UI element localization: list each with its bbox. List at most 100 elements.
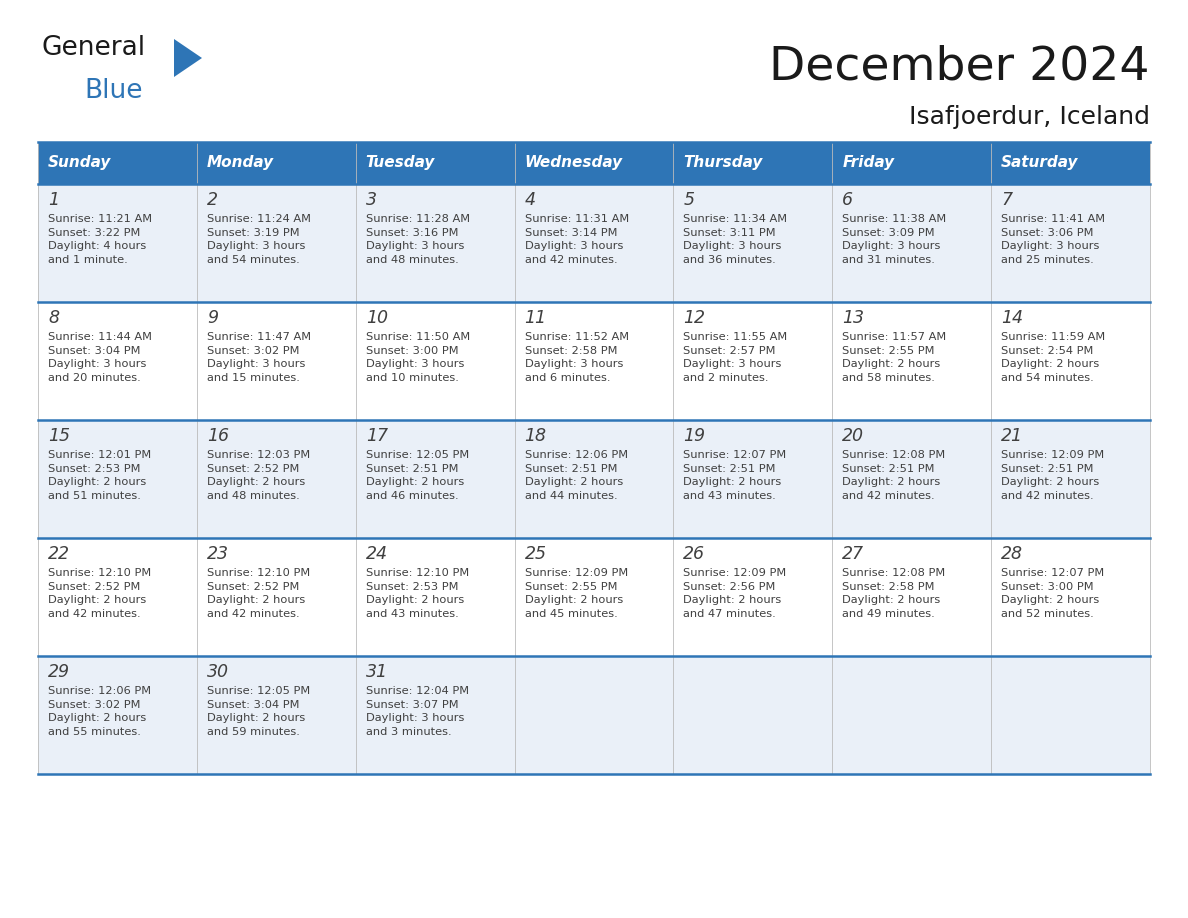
Text: Sunrise: 12:09 PM
Sunset: 2:55 PM
Daylight: 2 hours
and 45 minutes.: Sunrise: 12:09 PM Sunset: 2:55 PM Daylig… [525,568,627,619]
Text: 1: 1 [48,191,59,209]
Text: Sunrise: 11:41 AM
Sunset: 3:06 PM
Daylight: 3 hours
and 25 minutes.: Sunrise: 11:41 AM Sunset: 3:06 PM Daylig… [1001,214,1105,264]
Text: 10: 10 [366,309,387,327]
Bar [38,184,197,302]
Bar [197,302,355,420]
Text: 15: 15 [48,427,70,445]
Text: Sunrise: 12:05 PM
Sunset: 2:51 PM
Daylight: 2 hours
and 46 minutes.: Sunrise: 12:05 PM Sunset: 2:51 PM Daylig… [366,450,469,501]
Text: Sunrise: 11:24 AM
Sunset: 3:19 PM
Daylight: 3 hours
and 54 minutes.: Sunrise: 11:24 AM Sunset: 3:19 PM Daylig… [207,214,311,264]
Text: Sunrise: 11:21 AM
Sunset: 3:22 PM
Daylight: 4 hours
and 1 minute.: Sunrise: 11:21 AM Sunset: 3:22 PM Daylig… [48,214,152,264]
Bar [674,656,833,774]
Bar [674,420,833,538]
Text: 7: 7 [1001,191,1012,209]
Bar [355,656,514,774]
Text: Sunrise: 11:59 AM
Sunset: 2:54 PM
Daylight: 2 hours
and 54 minutes.: Sunrise: 11:59 AM Sunset: 2:54 PM Daylig… [1001,332,1105,383]
Text: 14: 14 [1001,309,1023,327]
Bar [674,302,833,420]
Text: General: General [42,35,146,61]
Text: Sunrise: 11:52 AM
Sunset: 2:58 PM
Daylight: 3 hours
and 6 minutes.: Sunrise: 11:52 AM Sunset: 2:58 PM Daylig… [525,332,628,383]
Bar [833,302,991,420]
Bar [355,142,514,184]
Text: Sunrise: 11:28 AM
Sunset: 3:16 PM
Daylight: 3 hours
and 48 minutes.: Sunrise: 11:28 AM Sunset: 3:16 PM Daylig… [366,214,469,264]
Bar [833,420,991,538]
Text: Sunrise: 11:31 AM
Sunset: 3:14 PM
Daylight: 3 hours
and 42 minutes.: Sunrise: 11:31 AM Sunset: 3:14 PM Daylig… [525,214,628,264]
Bar [674,538,833,656]
Text: 27: 27 [842,545,865,563]
Text: Sunrise: 11:44 AM
Sunset: 3:04 PM
Daylight: 3 hours
and 20 minutes.: Sunrise: 11:44 AM Sunset: 3:04 PM Daylig… [48,332,152,383]
Bar [674,184,833,302]
Bar [38,302,197,420]
Text: Sunrise: 12:05 PM
Sunset: 3:04 PM
Daylight: 2 hours
and 59 minutes.: Sunrise: 12:05 PM Sunset: 3:04 PM Daylig… [207,686,310,737]
Text: Monday: Monday [207,155,274,171]
Bar [355,538,514,656]
Text: 21: 21 [1001,427,1023,445]
Text: Sunrise: 12:10 PM
Sunset: 2:52 PM
Daylight: 2 hours
and 42 minutes.: Sunrise: 12:10 PM Sunset: 2:52 PM Daylig… [48,568,151,619]
Text: 3: 3 [366,191,377,209]
Text: 23: 23 [207,545,229,563]
Text: Saturday: Saturday [1001,155,1079,171]
Text: 11: 11 [525,309,546,327]
Bar [833,184,991,302]
Bar [833,656,991,774]
Bar [197,142,355,184]
Text: Sunday: Sunday [48,155,112,171]
Text: Sunrise: 11:38 AM
Sunset: 3:09 PM
Daylight: 3 hours
and 31 minutes.: Sunrise: 11:38 AM Sunset: 3:09 PM Daylig… [842,214,947,264]
Text: Sunrise: 12:01 PM
Sunset: 2:53 PM
Daylight: 2 hours
and 51 minutes.: Sunrise: 12:01 PM Sunset: 2:53 PM Daylig… [48,450,151,501]
Bar [514,302,674,420]
Bar [514,142,674,184]
Text: 12: 12 [683,309,706,327]
Text: 4: 4 [525,191,536,209]
Bar [38,656,197,774]
Text: 24: 24 [366,545,387,563]
Polygon shape [173,39,202,77]
Bar [197,538,355,656]
Text: 9: 9 [207,309,217,327]
Bar [38,420,197,538]
Bar [514,538,674,656]
Text: 25: 25 [525,545,546,563]
Text: Friday: Friday [842,155,895,171]
Bar [514,184,674,302]
Text: 26: 26 [683,545,706,563]
Bar [514,420,674,538]
Text: 18: 18 [525,427,546,445]
Text: Sunrise: 11:50 AM
Sunset: 3:00 PM
Daylight: 3 hours
and 10 minutes.: Sunrise: 11:50 AM Sunset: 3:00 PM Daylig… [366,332,470,383]
Text: 31: 31 [366,663,387,681]
Bar [197,420,355,538]
Text: Wednesday: Wednesday [525,155,623,171]
Text: 20: 20 [842,427,865,445]
Bar [514,656,674,774]
Text: Thursday: Thursday [683,155,763,171]
Text: Sunrise: 12:09 PM
Sunset: 2:51 PM
Daylight: 2 hours
and 42 minutes.: Sunrise: 12:09 PM Sunset: 2:51 PM Daylig… [1001,450,1105,501]
Text: 30: 30 [207,663,229,681]
Text: Sunrise: 11:34 AM
Sunset: 3:11 PM
Daylight: 3 hours
and 36 minutes.: Sunrise: 11:34 AM Sunset: 3:11 PM Daylig… [683,214,788,264]
Text: Sunrise: 12:07 PM
Sunset: 3:00 PM
Daylight: 2 hours
and 52 minutes.: Sunrise: 12:07 PM Sunset: 3:00 PM Daylig… [1001,568,1105,619]
Text: 19: 19 [683,427,706,445]
Bar [355,184,514,302]
Text: 2: 2 [207,191,217,209]
Text: 17: 17 [366,427,387,445]
Text: 22: 22 [48,545,70,563]
Text: Sunrise: 12:10 PM
Sunset: 2:53 PM
Daylight: 2 hours
and 43 minutes.: Sunrise: 12:10 PM Sunset: 2:53 PM Daylig… [366,568,469,619]
Text: Sunrise: 12:04 PM
Sunset: 3:07 PM
Daylight: 3 hours
and 3 minutes.: Sunrise: 12:04 PM Sunset: 3:07 PM Daylig… [366,686,469,737]
Text: Blue: Blue [84,78,143,104]
Bar [197,184,355,302]
Text: 29: 29 [48,663,70,681]
Bar [833,538,991,656]
Bar [991,656,1150,774]
Text: Isafjoerdur, Iceland: Isafjoerdur, Iceland [909,105,1150,129]
Bar [355,302,514,420]
Text: Sunrise: 12:08 PM
Sunset: 2:51 PM
Daylight: 2 hours
and 42 minutes.: Sunrise: 12:08 PM Sunset: 2:51 PM Daylig… [842,450,946,501]
Bar [991,142,1150,184]
Text: Sunrise: 12:06 PM
Sunset: 3:02 PM
Daylight: 2 hours
and 55 minutes.: Sunrise: 12:06 PM Sunset: 3:02 PM Daylig… [48,686,151,737]
Bar [991,184,1150,302]
Text: 5: 5 [683,191,695,209]
Text: 6: 6 [842,191,853,209]
Text: Sunrise: 12:06 PM
Sunset: 2:51 PM
Daylight: 2 hours
and 44 minutes.: Sunrise: 12:06 PM Sunset: 2:51 PM Daylig… [525,450,627,501]
Text: Sunrise: 12:08 PM
Sunset: 2:58 PM
Daylight: 2 hours
and 49 minutes.: Sunrise: 12:08 PM Sunset: 2:58 PM Daylig… [842,568,946,619]
Text: Sunrise: 12:07 PM
Sunset: 2:51 PM
Daylight: 2 hours
and 43 minutes.: Sunrise: 12:07 PM Sunset: 2:51 PM Daylig… [683,450,786,501]
Text: Sunrise: 12:10 PM
Sunset: 2:52 PM
Daylight: 2 hours
and 42 minutes.: Sunrise: 12:10 PM Sunset: 2:52 PM Daylig… [207,568,310,619]
Bar [674,142,833,184]
Text: Tuesday: Tuesday [366,155,435,171]
Text: Sunrise: 11:57 AM
Sunset: 2:55 PM
Daylight: 2 hours
and 58 minutes.: Sunrise: 11:57 AM Sunset: 2:55 PM Daylig… [842,332,947,383]
Text: December 2024: December 2024 [770,45,1150,90]
